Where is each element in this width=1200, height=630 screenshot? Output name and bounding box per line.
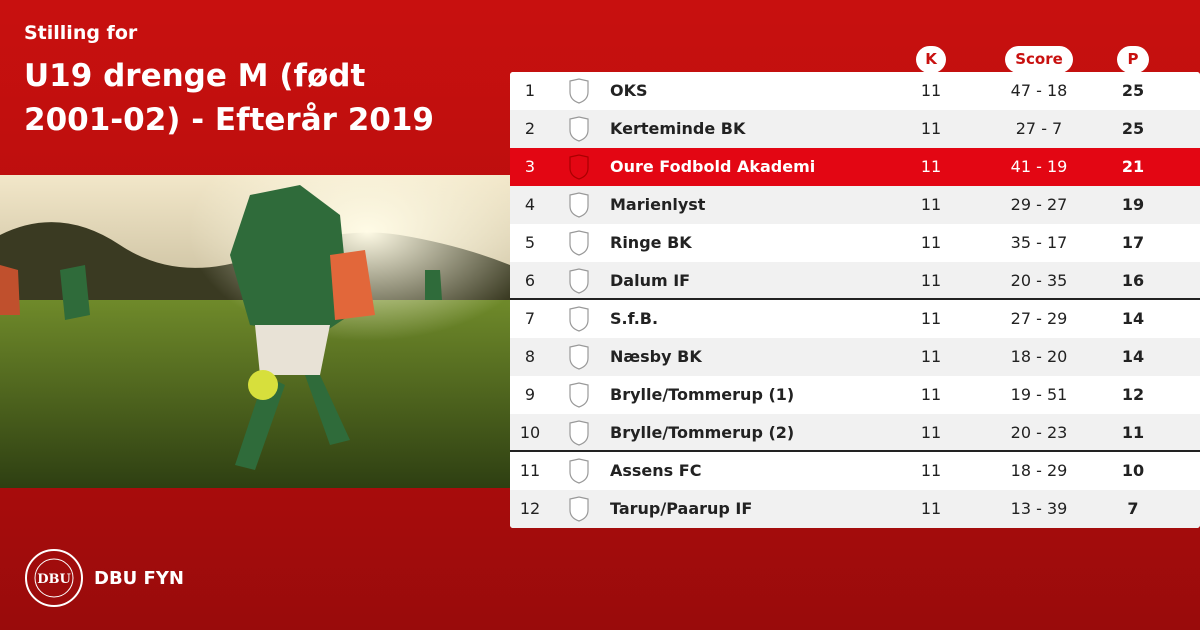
table-row: 4 Marienlyst 11 29 - 27 19: [510, 186, 1200, 224]
team-name: Oure Fodbold Akademi: [610, 157, 816, 176]
rank: 9: [524, 385, 536, 404]
team-name: Brylle/Tommerup (1): [610, 385, 795, 404]
score: 18 - 20: [1010, 347, 1068, 366]
points: 11: [1121, 423, 1145, 442]
matches: 11: [920, 423, 942, 442]
matches: 11: [920, 233, 942, 252]
club-logo: [569, 230, 589, 256]
points: 17: [1121, 233, 1145, 252]
club-logo: [569, 344, 589, 370]
rank: 1: [524, 81, 536, 100]
points: 7: [1127, 499, 1139, 518]
table-row: 8 Næsby BK 11 18 - 20 14: [510, 338, 1200, 376]
club-logo: [569, 78, 589, 104]
score: 20 - 23: [1010, 423, 1068, 442]
rank: 3: [524, 157, 536, 176]
rank: 6: [524, 271, 536, 290]
table-row: 11 Assens FC 11 18 - 29 10: [510, 452, 1200, 490]
score: 47 - 18: [1010, 81, 1068, 100]
table-row: 6 Dalum IF 11 20 - 35 16: [510, 262, 1200, 300]
matches: 11: [920, 119, 942, 138]
club-logo: [569, 382, 589, 408]
score: 13 - 39: [1010, 499, 1068, 518]
team-name: Marienlyst: [610, 195, 706, 214]
team-name: Brylle/Tommerup (2): [610, 423, 795, 442]
photo: [0, 175, 510, 488]
matches: 11: [920, 271, 942, 290]
points: 21: [1121, 157, 1145, 176]
club-logo: [569, 268, 589, 294]
points: 14: [1121, 347, 1145, 366]
club-logo: [569, 420, 589, 446]
team-name: Dalum IF: [610, 271, 691, 290]
matches: 11: [920, 309, 942, 328]
rank: 12: [519, 499, 541, 518]
matches: 11: [920, 385, 942, 404]
rank: 5: [524, 233, 536, 252]
table-row: 2 Kerteminde BK 11 27 - 7 25: [510, 110, 1200, 148]
matches: 11: [920, 195, 942, 214]
table-row: 3 Oure Fodbold Akademi 11 41 - 19 21: [510, 148, 1200, 186]
dbu-logo: DBU: [25, 549, 83, 607]
table-row: 5 Ringe BK 11 35 - 17 17: [510, 224, 1200, 262]
rank: 4: [524, 195, 536, 214]
score: 18 - 29: [1010, 461, 1068, 480]
points: 25: [1121, 81, 1145, 100]
rank: 10: [519, 423, 541, 442]
team-name: S.f.B.: [610, 309, 659, 328]
table-row: 9 Brylle/Tommerup (1) 11 19 - 51 12: [510, 376, 1200, 414]
score: 20 - 35: [1010, 271, 1068, 290]
rank: 8: [524, 347, 536, 366]
points: 14: [1121, 309, 1145, 328]
score: 29 - 27: [1010, 195, 1068, 214]
matches: 11: [920, 81, 942, 100]
score: 27 - 7: [1015, 119, 1063, 138]
score: 27 - 29: [1010, 309, 1068, 328]
logo-text: DBU: [37, 572, 71, 587]
title: U19 drenge M (født 2001-02) - Efterår 20…: [24, 58, 434, 138]
matches: 11: [920, 499, 942, 518]
points: 16: [1121, 271, 1145, 290]
score: 19 - 51: [1010, 385, 1068, 404]
team-name: Assens FC: [610, 461, 702, 480]
table-row: 7 S.f.B. 11 27 - 29 14: [510, 300, 1200, 338]
brand: DBU FYN: [94, 568, 184, 589]
matches: 11: [920, 347, 942, 366]
club-logo: [569, 192, 589, 218]
club-logo: [569, 306, 589, 332]
team-name: Næsby BK: [610, 347, 702, 366]
standings-table: 1 OKS 11 47 - 18 25 2 Kerteminde BK 11 27 - 7 25 3…: [510, 72, 1200, 528]
score: 41 - 19: [1010, 157, 1068, 176]
column-header: P: [1117, 46, 1149, 73]
club-logo: [569, 458, 589, 484]
matches: 11: [920, 157, 942, 176]
points: 19: [1121, 195, 1145, 214]
team-name: OKS: [610, 81, 648, 100]
rank: 2: [524, 119, 536, 138]
points: 25: [1121, 119, 1145, 138]
team-name: Ringe BK: [610, 233, 692, 252]
club-logo: [569, 116, 589, 142]
table-row: 12 Tarup/Paarup IF 11 13 - 39 7: [510, 490, 1200, 528]
rank: 11: [519, 461, 541, 480]
column-header: Score: [1005, 46, 1073, 73]
matches: 11: [920, 461, 942, 480]
team-name: Tarup/Paarup IF: [610, 499, 753, 518]
table-row: 10 Brylle/Tommerup (2) 11 20 - 23 11: [510, 414, 1200, 452]
score: 35 - 17: [1010, 233, 1068, 252]
column-header: K: [916, 46, 946, 73]
club-logo: [569, 496, 589, 522]
kicker: Stilling for: [24, 22, 138, 44]
rank: 7: [524, 309, 536, 328]
club-logo: [569, 154, 589, 180]
points: 10: [1121, 461, 1145, 480]
team-name: Kerteminde BK: [610, 119, 746, 138]
table-row: 1 OKS 11 47 - 18 25: [510, 72, 1200, 110]
points: 12: [1121, 385, 1145, 404]
